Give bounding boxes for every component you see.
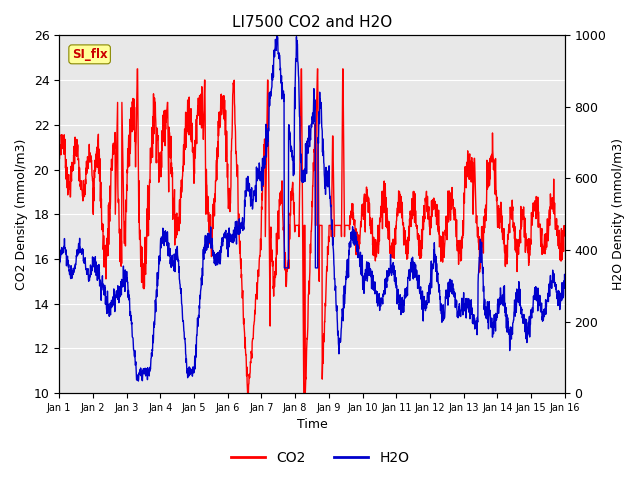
Text: SI_flx: SI_flx — [72, 48, 108, 61]
H2O — [288, 148, 296, 154]
Y-axis label: H2O Density (mmol/m3): H2O Density (mmol/m3) — [612, 138, 625, 290]
H2O — [134, 378, 142, 384]
CO2 — [55, 144, 63, 150]
H2O — [561, 284, 569, 289]
H2O — [301, 141, 309, 147]
CO2 — [301, 381, 309, 387]
H2O — [81, 256, 89, 262]
CO2 — [547, 191, 554, 197]
CO2 — [547, 202, 554, 207]
CO2 — [288, 186, 296, 192]
H2O — [273, 34, 281, 39]
Line: H2O: H2O — [59, 36, 565, 381]
H2O — [55, 259, 63, 265]
CO2 — [454, 241, 461, 247]
H2O — [547, 284, 554, 290]
H2O — [454, 309, 461, 315]
H2O — [547, 273, 554, 278]
CO2 — [134, 66, 141, 72]
CO2 — [244, 390, 252, 396]
Title: LI7500 CO2 and H2O: LI7500 CO2 and H2O — [232, 15, 392, 30]
CO2 — [81, 181, 89, 187]
CO2 — [561, 233, 569, 239]
Legend: CO2, H2O: CO2, H2O — [225, 445, 415, 471]
Y-axis label: CO2 Density (mmol/m3): CO2 Density (mmol/m3) — [15, 139, 28, 290]
X-axis label: Time: Time — [296, 419, 328, 432]
Line: CO2: CO2 — [59, 69, 565, 393]
